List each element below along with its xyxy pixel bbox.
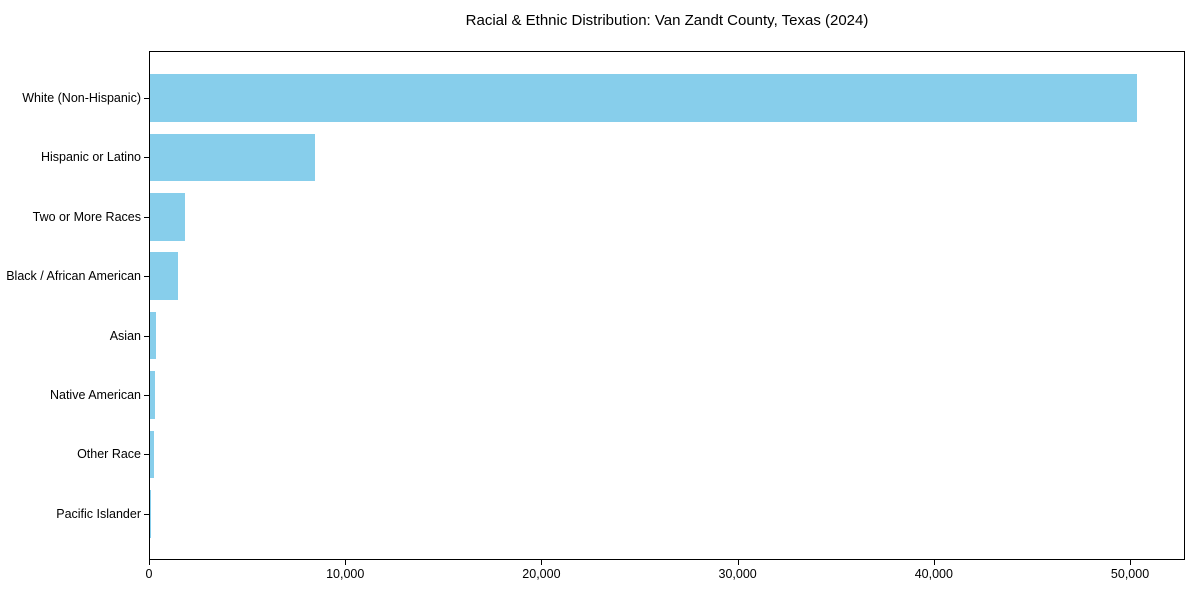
x-tick-label: 30,000 (718, 567, 757, 581)
y-tick-mark (144, 513, 149, 515)
y-tick-mark (144, 157, 149, 159)
x-tick-mark (345, 560, 347, 565)
y-tick-mark (144, 276, 149, 278)
y-tick-mark (144, 98, 149, 99)
x-tick-mark (737, 560, 739, 565)
x-tick-mark (149, 560, 150, 565)
bar (150, 311, 157, 360)
y-tick-mark (144, 216, 149, 218)
y-tick-label: Pacific Islander (56, 506, 141, 521)
bar (150, 430, 155, 479)
x-tick-label: 10,000 (326, 567, 365, 581)
y-tick-label: Hispanic or Latino (40, 150, 141, 165)
x-tick-label: 50,000 (1110, 567, 1150, 581)
x-tick-mark (541, 560, 543, 565)
y-tick-label: Native American (49, 388, 141, 402)
y-tick-mark (144, 454, 149, 456)
y-tick-mark (144, 335, 149, 337)
y-tick-label: Black / African American (6, 269, 141, 284)
x-tick-label: 0 (145, 567, 153, 581)
y-tick-label: Other Race (77, 447, 141, 462)
y-tick-label: Two or More Races (32, 209, 141, 224)
bar (150, 74, 1137, 122)
chart-title: Racial & Ethnic Distribution: Van Zandt … (465, 12, 869, 29)
bar (150, 193, 186, 241)
x-tick-label: 20,000 (522, 567, 561, 581)
x-tick-label: 40,000 (914, 567, 953, 581)
bar (150, 252, 179, 300)
y-tick-label: White (Non-Hispanic) (22, 91, 141, 105)
bar (150, 133, 315, 182)
x-tick-mark (1130, 560, 1132, 565)
y-tick-label: Asian (109, 328, 141, 343)
y-tick-mark (144, 395, 149, 396)
plot-area (149, 51, 1185, 560)
bar (150, 371, 156, 419)
x-tick-mark (933, 560, 935, 565)
